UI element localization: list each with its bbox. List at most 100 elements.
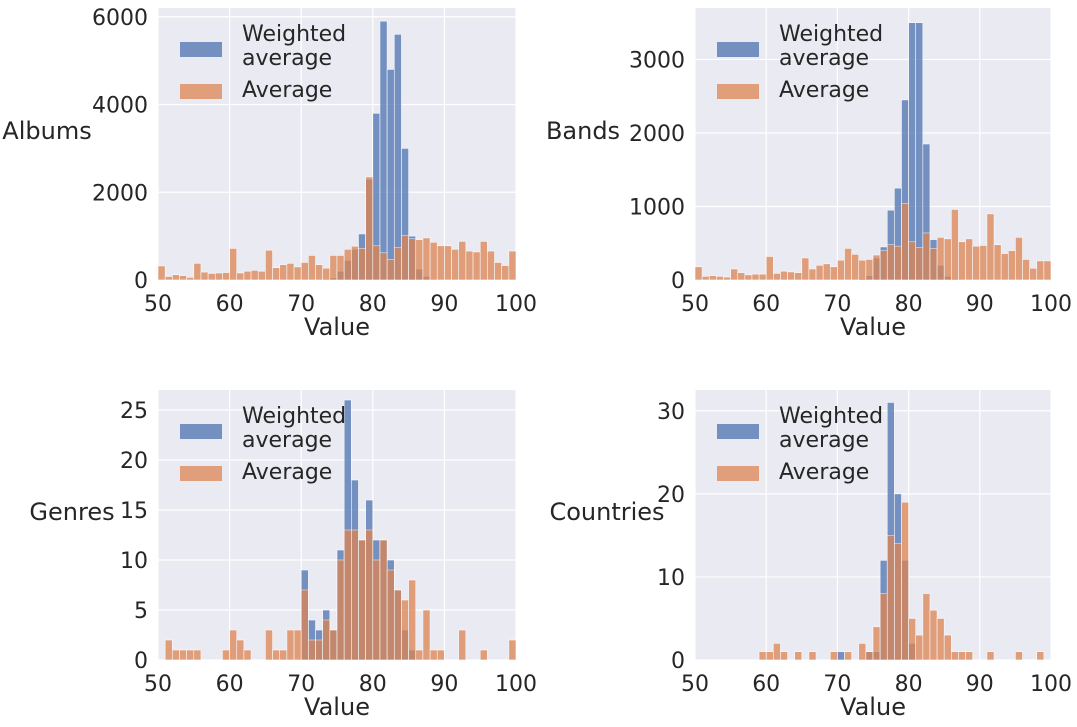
- histogram-bar: [322, 267, 331, 281]
- histogram-bar: [458, 241, 467, 281]
- legend-swatch-average: [717, 84, 759, 99]
- legend-label-average: Average: [779, 460, 869, 485]
- histogram-bar: [915, 634, 924, 661]
- histogram-bar: [808, 651, 817, 661]
- y-tick-label: 2000: [629, 122, 685, 147]
- histogram-bar: [844, 651, 852, 661]
- histogram-bar: [872, 626, 881, 661]
- histogram-bar: [1043, 260, 1052, 281]
- y-tick-label: 0: [134, 269, 148, 294]
- y-tick-label: 10: [120, 549, 148, 574]
- histogram-bar: [164, 639, 173, 661]
- histogram-bar: [865, 259, 874, 281]
- histogram-bar: [293, 266, 302, 281]
- histogram-bar: [329, 629, 338, 661]
- histogram-bar: [436, 649, 445, 661]
- x-tick-label: 70: [823, 672, 851, 697]
- histogram-bar: [765, 651, 774, 661]
- histogram-bar: [372, 559, 381, 661]
- legend-label-average: Average: [242, 460, 332, 485]
- histogram-bar: [243, 649, 252, 661]
- histogram-bar: [386, 569, 395, 661]
- histogram-bar: [908, 22, 917, 281]
- x-axis-label: Value: [840, 313, 906, 341]
- histogram-bar: [422, 237, 431, 281]
- histogram-bar: [758, 651, 767, 661]
- histogram-bar: [979, 245, 988, 281]
- histogram-bar: [222, 272, 230, 281]
- histogram-bar: [1015, 651, 1023, 661]
- histogram-bar: [879, 250, 888, 281]
- legend-swatch-average: [180, 466, 222, 481]
- histogram-bar: [908, 241, 917, 281]
- legend-label-weighted-average-line2: average: [779, 46, 869, 71]
- histogram-bar: [279, 264, 288, 281]
- histogram-bar: [758, 273, 767, 281]
- histogram-bar: [487, 250, 495, 281]
- histogram-bar: [193, 649, 202, 661]
- legend-swatch-average: [717, 466, 759, 481]
- histogram-bar: [300, 262, 309, 281]
- histogram-bar: [773, 643, 781, 661]
- histogram-bar: [886, 244, 895, 281]
- y-tick-label: 6000: [92, 6, 148, 31]
- x-axis-label: Value: [840, 693, 906, 721]
- histogram-bar: [329, 255, 338, 281]
- histogram-bar: [915, 22, 924, 281]
- histogram-bar: [694, 266, 703, 281]
- y-tick-label: 0: [671, 649, 685, 674]
- histogram-bar: [908, 618, 917, 661]
- x-tick-label: 100: [495, 292, 537, 317]
- x-tick-label: 60: [752, 292, 780, 317]
- histogram-bar: [286, 263, 295, 281]
- histogram-bar: [458, 629, 467, 661]
- histogram-bar: [922, 593, 931, 661]
- histogram-bar: [479, 649, 488, 661]
- histogram-bar: [787, 271, 795, 281]
- histogram-bar: [794, 272, 803, 281]
- histogram-bar: [936, 237, 945, 281]
- legend-swatch-weighted-average: [717, 42, 759, 57]
- histogram-bar: [879, 593, 888, 661]
- legend-label-weighted-average: Weighted: [242, 404, 346, 429]
- legend-swatch-weighted-average: [717, 424, 759, 439]
- y-tick-label: 20: [657, 483, 685, 508]
- legend-label-average: Average: [242, 78, 332, 103]
- histogram-bar: [780, 270, 788, 281]
- histogram-bar: [429, 649, 438, 661]
- histogram-bar: [915, 247, 924, 281]
- histogram-bar: [157, 265, 166, 281]
- y-tick-label: 3000: [629, 48, 685, 73]
- histogram-bar: [315, 264, 323, 281]
- histogram-bar: [179, 275, 187, 281]
- y-axis-label: Genres: [29, 498, 114, 526]
- histogram-bar: [894, 245, 902, 281]
- legend-label-weighted-average: Weighted: [779, 404, 883, 429]
- histogram-bar: [1029, 267, 1038, 281]
- y-axis-label: Bands: [546, 117, 620, 145]
- histogram-bar: [501, 265, 510, 281]
- histogram-bar: [286, 629, 295, 661]
- histogram-bar: [343, 529, 352, 661]
- x-tick-label: 90: [430, 292, 458, 317]
- histogram-bar: [229, 248, 238, 281]
- x-tick-label: 80: [895, 292, 923, 317]
- histogram-bar: [508, 250, 517, 281]
- histogram-bar: [343, 248, 352, 281]
- chart-panel-1: 50 60 70 80 90 100 0 2000 4000 6000 Value Albums Wei…: [2, 6, 537, 341]
- histogram-bar: [708, 275, 717, 281]
- histogram-bar: [858, 643, 867, 661]
- histogram-bar: [422, 609, 431, 661]
- y-tick-label: 1000: [629, 195, 685, 220]
- x-tick-label: 50: [144, 672, 172, 697]
- legend-label-weighted-average: Weighted: [242, 22, 346, 47]
- histogram-bar: [886, 535, 895, 661]
- y-tick-label: 4000: [92, 94, 148, 119]
- histogram-bar: [744, 274, 753, 281]
- x-tick-label: 50: [681, 672, 709, 697]
- legend-label-weighted-average-line2: average: [242, 428, 332, 453]
- histogram-bar: [951, 209, 959, 281]
- x-tick-label: 90: [966, 672, 994, 697]
- x-tick-label: 60: [752, 672, 780, 697]
- histogram-bar: [379, 252, 388, 281]
